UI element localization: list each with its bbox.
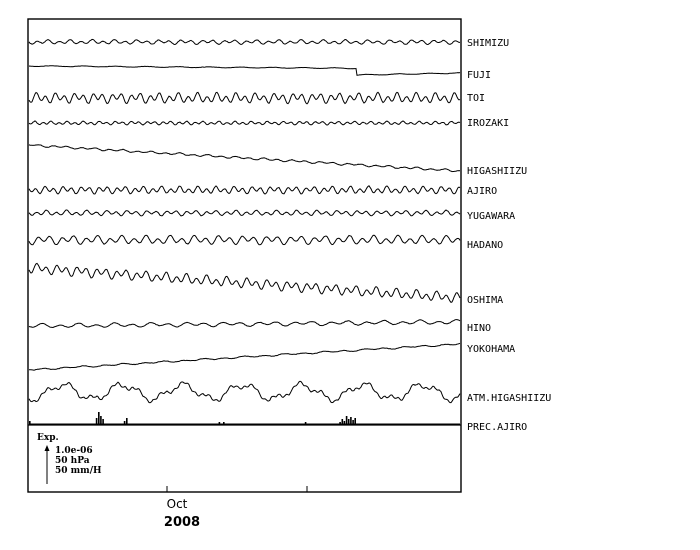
trace-yokohama	[28, 342, 461, 371]
precip-bar-4	[102, 419, 104, 424]
trace-higashiizu	[28, 144, 461, 173]
trace-oshima	[28, 262, 461, 304]
trace-toi	[28, 91, 461, 105]
precip-bar-15	[350, 417, 352, 424]
station-label-atm-higashiizu: ATM.HIGASHIIZU	[467, 393, 551, 404]
trace-atm-higashiizu	[28, 380, 461, 404]
station-label-yokohama: YOKOHAMA	[467, 344, 515, 355]
scale-legend: Exp. 1.0e-06 50 hPa 50 mm/H	[37, 433, 102, 484]
station-label-irozaki: IROZAKI	[467, 118, 509, 129]
scale-strain: 1.0e-06	[55, 446, 93, 456]
precip-bar-12	[341, 419, 344, 424]
scale-title: Exp.	[37, 433, 59, 443]
precip-bar-5	[123, 421, 126, 424]
station-label-fuji: FUJI	[467, 70, 491, 81]
trace-yugawara	[28, 209, 461, 217]
trace-irozaki	[28, 120, 461, 126]
precip-bar-13	[345, 416, 348, 424]
precip-bar-2	[98, 412, 100, 424]
precip-bar-9	[304, 422, 307, 424]
x-axis: Oct 2008	[164, 486, 308, 530]
precip-bar-1	[95, 418, 98, 424]
precip-bar-3	[100, 416, 102, 424]
precip-bar-16	[352, 420, 354, 424]
trace-hino	[28, 319, 461, 329]
precip-bar-17	[354, 418, 356, 424]
trace-hadano	[28, 234, 461, 246]
precip-bar-8	[223, 422, 225, 424]
precip-bar-11	[339, 422, 341, 424]
scale-precip: 50 mm/H	[55, 466, 102, 476]
scale-arrow-head	[44, 445, 50, 451]
traces-layer	[28, 38, 461, 425]
station-label-hino: HINO	[467, 323, 491, 334]
x-year-label: 2008	[164, 515, 200, 530]
precip-bar-10	[343, 421, 346, 424]
plot-frame	[27, 18, 462, 493]
trace-ajiro	[28, 185, 461, 195]
trace-shimizu	[28, 38, 460, 46]
precip-bar-14	[347, 419, 350, 424]
station-label-yugawara: YUGAWARA	[467, 211, 515, 222]
precip-bar-7	[218, 422, 221, 424]
station-label-toi: TOI	[467, 93, 485, 104]
precip-bar-6	[126, 418, 128, 424]
station-label-higashiizu: HIGASHIIZU	[467, 166, 527, 177]
scale-pressure: 50 hPa	[55, 456, 90, 466]
x-tick-label-oct: Oct	[167, 497, 188, 511]
station-label-hadano: HADANO	[467, 240, 503, 251]
station-labels-layer: SHIMIZU FUJI TOI IROZAKI HIGASHIIZU AJIRO YUGA…	[467, 38, 551, 433]
station-label-oshima: OSHIMA	[467, 295, 503, 306]
trace-fuji	[28, 65, 461, 76]
station-label-shimizu: SHIMIZU	[467, 38, 509, 49]
precip-bar-0	[29, 421, 31, 424]
station-label-prec-ajiro: PREC.AJIRO	[467, 422, 527, 433]
station-label-ajiro: AJIRO	[467, 186, 497, 197]
